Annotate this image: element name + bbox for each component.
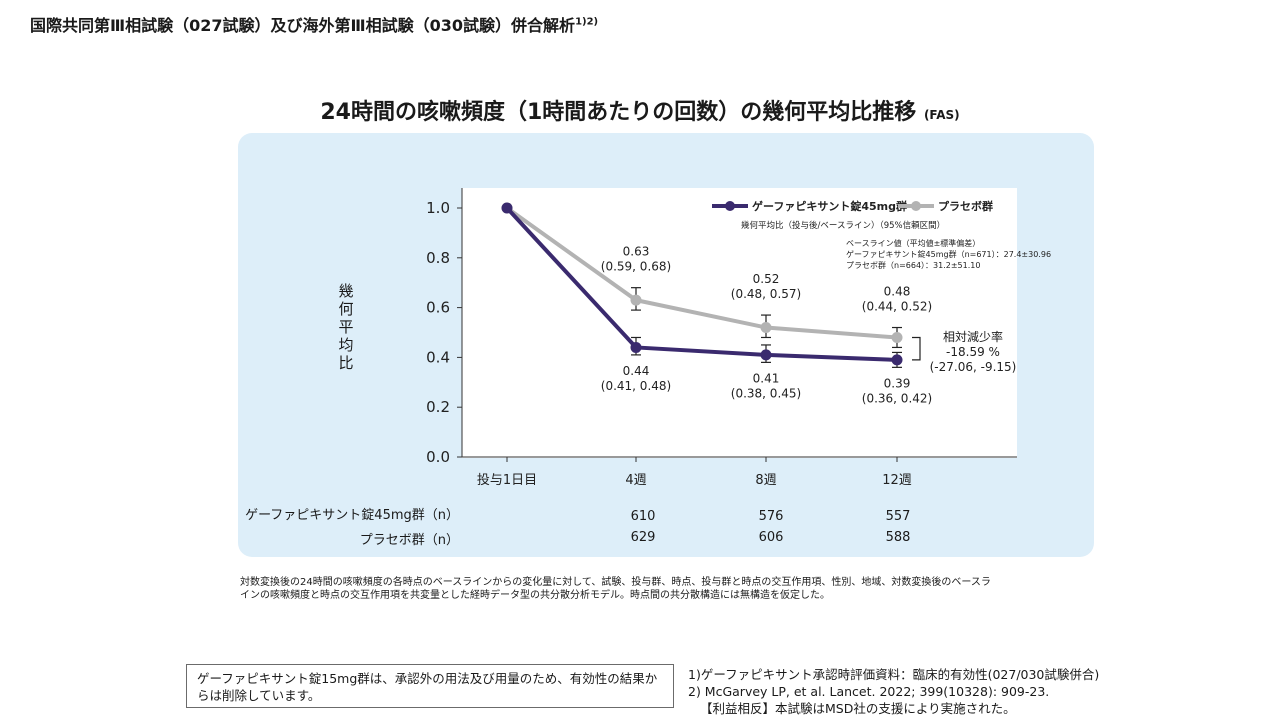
reduction-bracket — [912, 336, 921, 361]
x-tick-label: 8週 — [755, 473, 776, 488]
n-label-placebo: プラセボ群（n） — [359, 533, 459, 548]
x-tick-label: 投与1日目 — [477, 472, 537, 488]
chart-title-suffix: (FAS) — [923, 108, 960, 122]
drug-data-label: 0.41 — [753, 371, 780, 385]
drug-ci-label: (0.36, 0.42) — [862, 391, 932, 405]
placebo-data-label: 0.48 — [884, 285, 911, 299]
y-tick-label: 1.0 — [426, 199, 450, 217]
footnote: 対数変換後の24時間の咳嗽頻度の各時点のベースラインからの変化量に対して、試験、… — [240, 577, 991, 601]
chart-title-main: 24時間の咳嗽頻度（1時間あたりの回数）の幾何平均比推移 — [320, 100, 917, 125]
drug-ci-label: (0.41, 0.48) — [601, 379, 671, 393]
page-header: 国際共同第Ⅲ相試験（027試験）及び海外第Ⅲ相試験（030試験）併合解析1)2) — [30, 12, 598, 36]
placebo-point — [630, 294, 642, 306]
drug-point — [501, 202, 513, 214]
baseline-title: ベースライン値（平均値±標準偏差） — [846, 238, 980, 248]
n-drug-12w: 557 — [885, 509, 911, 524]
n-label-drug: ゲーファピキサント錠45mg群（n） — [245, 508, 459, 523]
notice-box: ゲーファピキサント錠15mg群は、承認外の用法及び用量のため、有効性の結果からは… — [186, 664, 674, 708]
drug-data-label: 0.39 — [884, 376, 911, 390]
placebo-ci-label: (0.44, 0.52) — [862, 300, 932, 314]
placebo-data-label: 0.52 — [753, 272, 780, 286]
placebo-ci-label: (0.59, 0.68) — [601, 260, 671, 274]
y-tick-label: 0.2 — [426, 398, 450, 416]
placebo-point — [760, 322, 772, 334]
legend-placebo-marker — [911, 201, 921, 211]
placebo-ci-label: (0.48, 0.57) — [731, 287, 801, 301]
reference-1: 1)ゲーファピキサント承認時評価資料：臨床的有効性(027/030試験併合) — [688, 667, 1100, 682]
placebo-series-line — [505, 206, 898, 340]
title-superscript: 1)2) — [575, 16, 599, 28]
baseline-placebo: プラセボ群（n=664）：31.2±51.10 — [846, 260, 980, 270]
placebo-point — [891, 331, 903, 343]
n-drug-8w: 576 — [758, 509, 784, 524]
y-tick-label: 0.8 — [426, 249, 450, 267]
n-drug-4w: 610 — [630, 509, 656, 524]
legend-drug-label: ゲーファピキサント錠45mg群 — [752, 199, 907, 213]
reference-3: 【利益相反】本試験はMSD社の支援により実施された。 — [700, 701, 1016, 716]
drug-data-label: 0.44 — [623, 364, 650, 378]
n-placebo-8w: 606 — [758, 530, 784, 545]
drug-point — [630, 341, 642, 353]
legend-placebo-label: プラセボ群 — [938, 199, 993, 213]
y-tick-label: 0.4 — [426, 348, 450, 366]
drug-ci-label: (0.38, 0.45) — [731, 386, 801, 400]
x-tick-label: 12週 — [882, 473, 912, 488]
legend-subtitle: 幾何平均比（投与後/ベースライン）（95%信頼区間） — [741, 220, 945, 231]
reduction-title: 相対減少率 — [943, 329, 1003, 344]
y-tick-label: 0.0 — [426, 448, 450, 466]
drug-point — [891, 354, 903, 366]
reference-2: 2) McGarvey LP, et al. Lancet. 2022; 399… — [688, 684, 1050, 699]
chart-title: 24時間の咳嗽頻度（1時間あたりの回数）の幾何平均比推移 (FAS) — [0, 94, 1280, 126]
reduction-value: -18.59 % — [946, 345, 1000, 359]
n-placebo-12w: 588 — [885, 530, 911, 545]
legend-drug-marker — [725, 201, 735, 211]
reduction-ci: (-27.06, -9.15) — [930, 360, 1017, 374]
x-tick-label: 4週 — [625, 473, 646, 488]
drug-series-line — [505, 206, 898, 362]
baseline-drug: ゲーファピキサント錠45mg群（n=671）：27.4±30.96 — [846, 249, 1051, 259]
n-placebo-4w: 629 — [630, 530, 656, 545]
y-axis-label: 幾何平均比 — [338, 282, 354, 372]
placebo-data-label: 0.63 — [623, 245, 650, 259]
y-tick-label: 0.6 — [426, 299, 450, 317]
page-title: 国際共同第Ⅲ相試験（027試験）及び海外第Ⅲ相試験（030試験）併合解析 — [30, 16, 576, 35]
drug-point — [760, 349, 772, 361]
references: 1)ゲーファピキサント承認時評価資料：臨床的有効性(027/030試験併合) 2… — [688, 666, 1099, 717]
